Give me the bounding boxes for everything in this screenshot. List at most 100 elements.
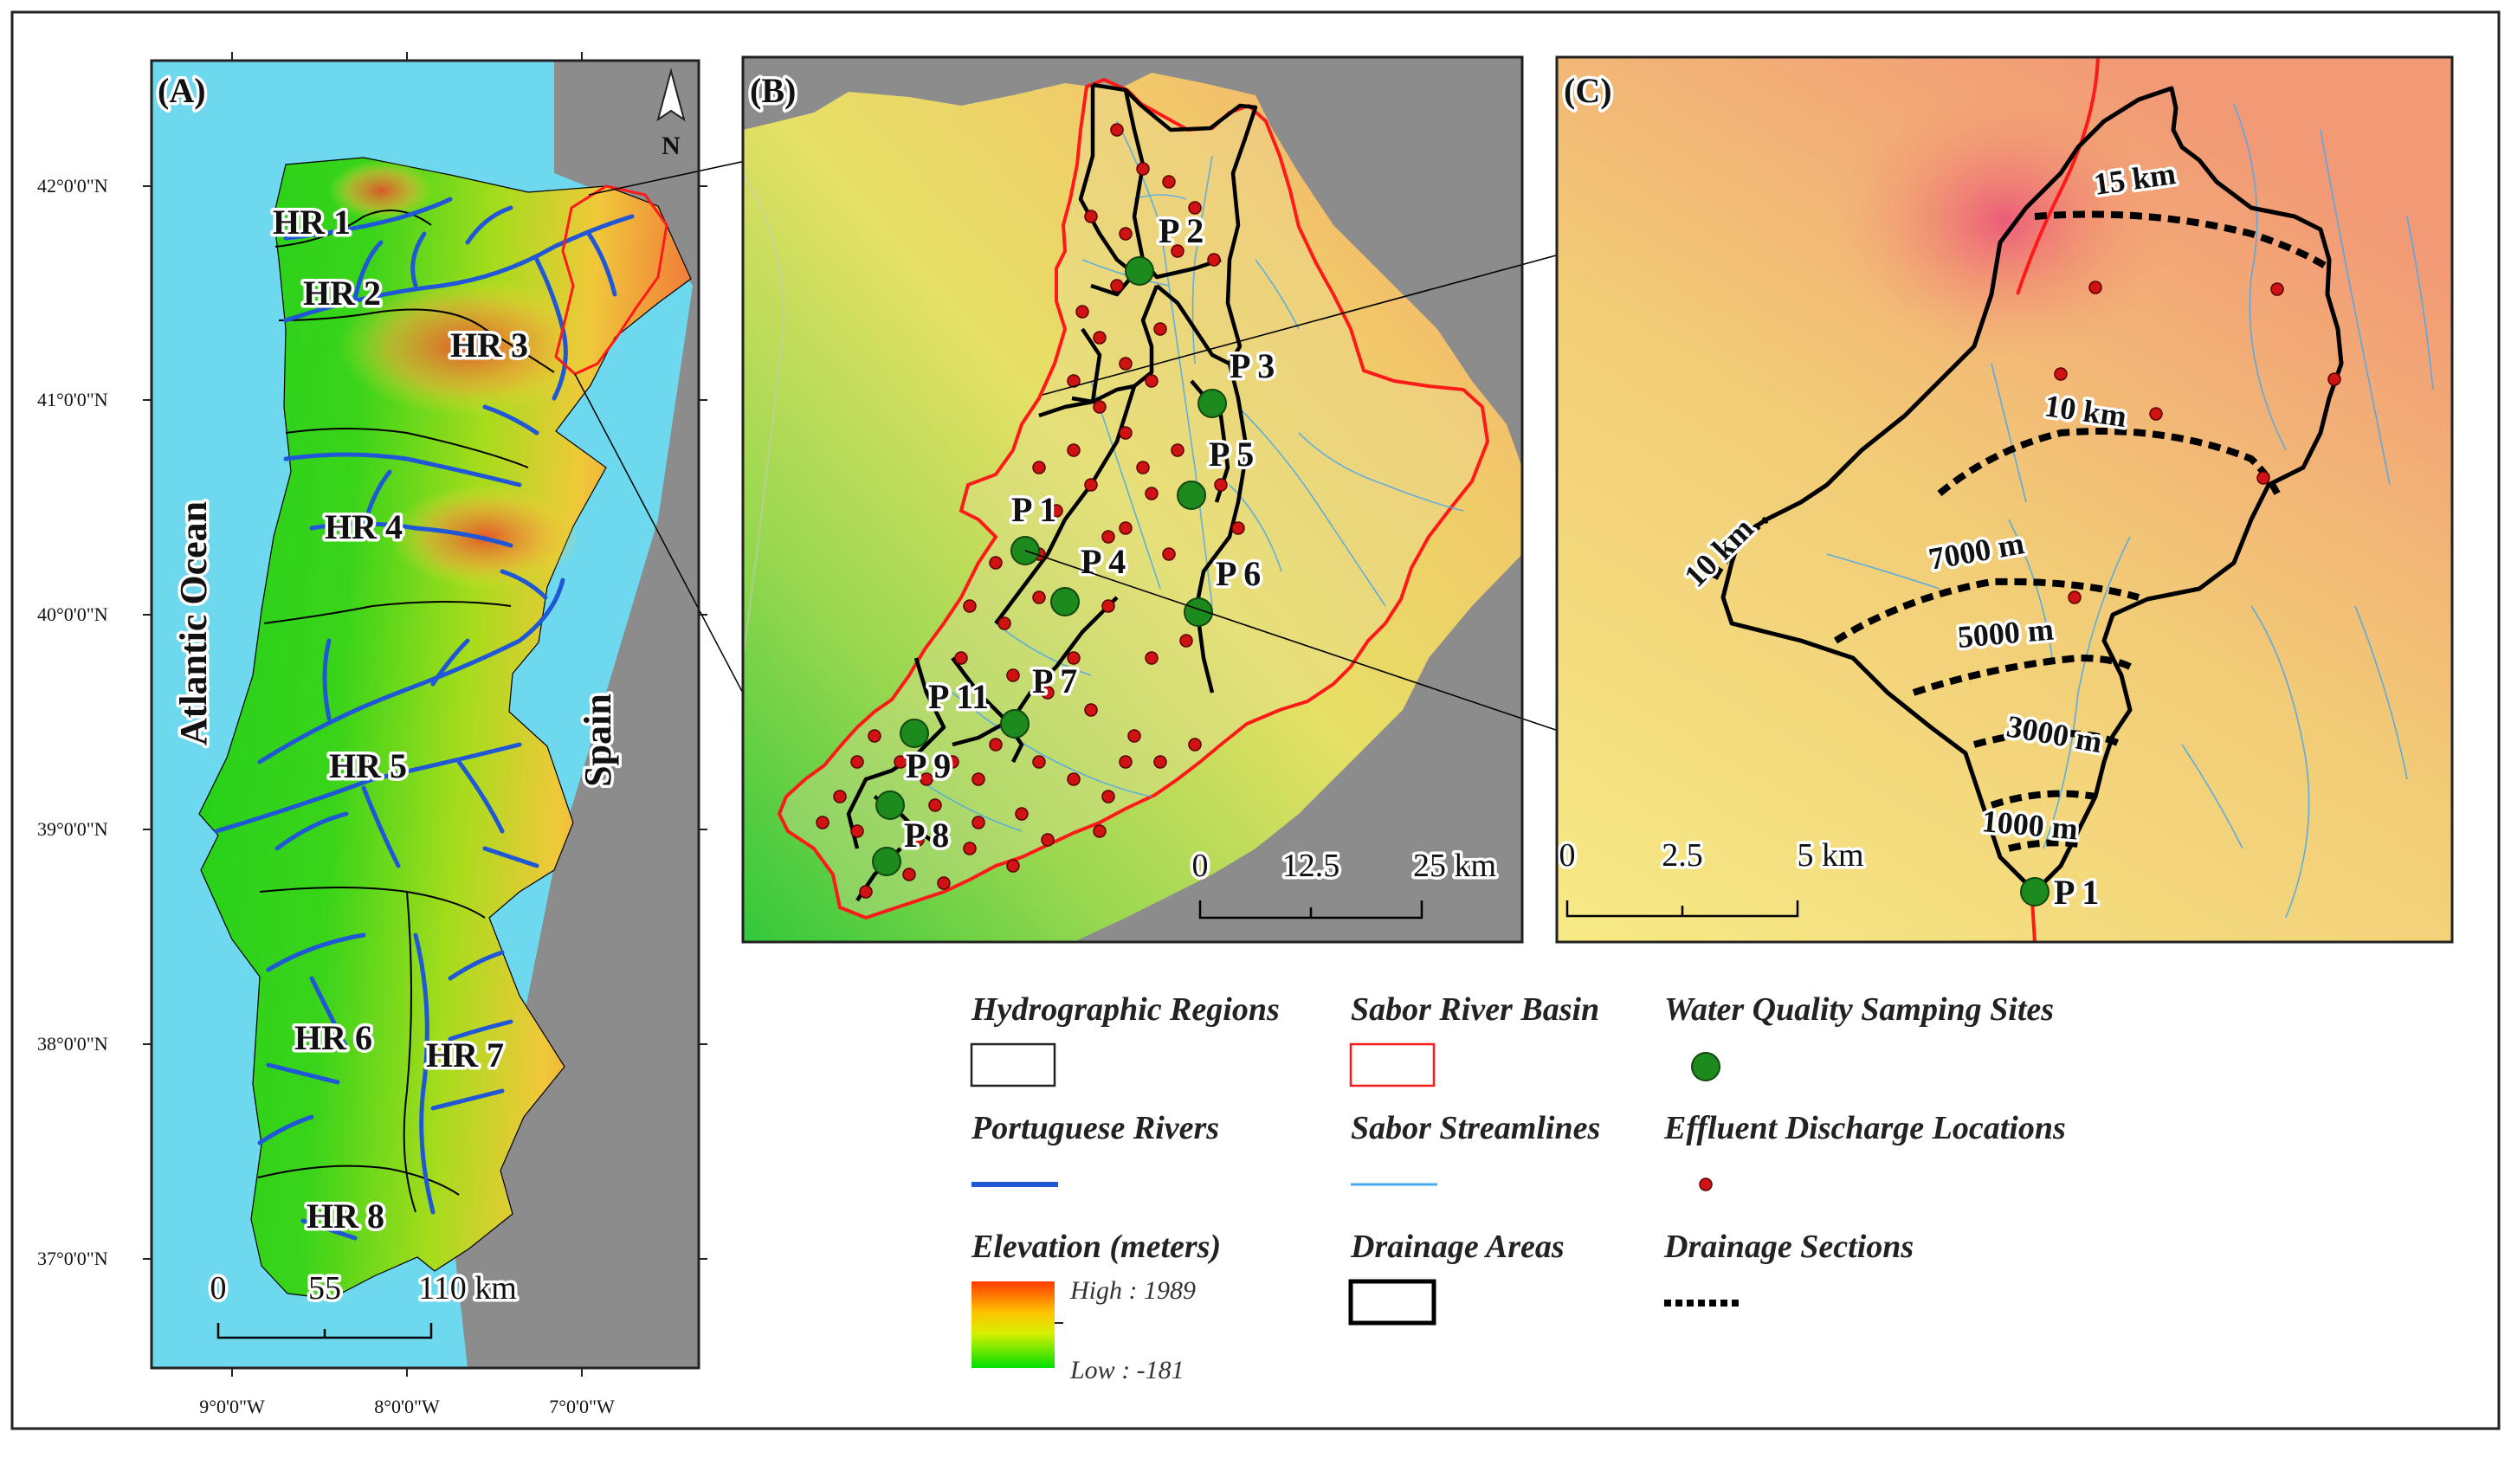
effluent-point	[850, 755, 864, 769]
legend-label-drainage-sections: Drainage Sections	[1663, 1229, 1914, 1265]
lat-label-42: 42°0'0"N	[37, 175, 108, 197]
north-arrow: N	[656, 68, 686, 160]
legend-label-sabor-streamlines: Sabor Streamlines	[1351, 1110, 1600, 1146]
effluent-point	[1119, 521, 1133, 535]
portugal-landmass	[198, 157, 692, 1300]
effluent-point	[1119, 227, 1133, 241]
site-label-p5: P 5	[1209, 435, 1254, 474]
scale-bar-b: 0 12.5 25 km	[1189, 845, 1500, 919]
lat-ticks	[143, 185, 707, 1260]
effluent-point	[1214, 478, 1228, 492]
effluent-point	[1153, 322, 1167, 336]
lon-label-7w: 7°0'0"W	[549, 1396, 615, 1417]
effluent-point	[1119, 755, 1133, 769]
effluent-point	[1171, 443, 1184, 457]
basin-border-c	[2016, 56, 2100, 295]
effluent-point	[989, 556, 1003, 570]
spain-label: Spain	[577, 694, 619, 787]
legend-swatch-elevation	[971, 1281, 1055, 1368]
effluent-point	[894, 755, 907, 769]
section-label-1000m: 1000 m	[1980, 803, 2079, 847]
lon-labels: 9°0'0"W 8°0'0"W 7°0'0"W	[199, 1396, 615, 1417]
effluent-point	[833, 790, 847, 803]
sabor-basin-b	[777, 77, 1490, 920]
effluent-point	[971, 816, 985, 829]
effluent-point	[1162, 547, 1176, 561]
effluent-point	[954, 651, 968, 665]
legend-label-effluent-locations: Effluent Discharge Locations	[1663, 1110, 2066, 1146]
scale-c-tick-2: 5 km	[1797, 837, 1863, 874]
sampling-sites-b	[872, 256, 1227, 876]
site-marker-p4	[1050, 587, 1080, 616]
effluent-point	[2054, 367, 2068, 381]
effluent-point	[920, 772, 933, 786]
effluent-point	[1084, 478, 1098, 492]
site-marker-p7	[1000, 709, 1030, 739]
effluent-point	[2149, 407, 2163, 421]
effluent-point	[997, 616, 1011, 630]
scale-b-tick-1: 12.5	[1282, 848, 1340, 884]
panel-b-label: (B)	[750, 71, 796, 110]
effluent-point	[1207, 253, 1221, 267]
site-marker-p9	[875, 790, 905, 820]
site-marker-p8	[872, 847, 901, 876]
portuguese-rivers	[214, 197, 635, 1241]
region-label-hr2: HR 2	[303, 274, 381, 313]
effluent-point	[1041, 686, 1055, 700]
region-label-hr8: HR 8	[307, 1197, 384, 1236]
site-labels-b: P 2 P 3 P 5 P 1 P 4 P 6 P 7 P 11 P 9 P 8	[901, 209, 1278, 858]
effluent-point	[1110, 279, 1124, 293]
lon-ticks	[231, 52, 583, 1377]
scale-a-tick-1: 55	[308, 1270, 341, 1307]
lat-label-39: 39°0'0"N	[37, 818, 108, 840]
effluent-point	[1162, 175, 1176, 189]
site-label-p4: P 4	[1081, 542, 1126, 581]
scale-c-tick-0: 0	[1559, 837, 1576, 874]
site-label-p7: P 7	[1032, 661, 1077, 700]
effluent-point	[1127, 729, 1141, 743]
effluent-point	[1153, 755, 1167, 769]
legend-swatch-sabor-basin	[1349, 1042, 1436, 1087]
panel-a-label: (A)	[158, 71, 206, 110]
effluent-point	[2270, 282, 2284, 296]
effluent-point	[1119, 426, 1133, 440]
scale-b-tick-2: 25 km	[1413, 848, 1496, 884]
section-label-5000m: 5000 m	[1956, 611, 2055, 655]
legend-elevation-low: Low : -181	[1069, 1356, 1184, 1384]
effluent-point	[1101, 790, 1115, 803]
region-label-hr4: HR 4	[325, 507, 403, 546]
lon-label-8w: 8°0'0"W	[374, 1396, 440, 1417]
region-label-hr1: HR 1	[273, 203, 351, 242]
drainage-sections-c	[1711, 210, 2332, 852]
effluent-point	[1032, 590, 1046, 604]
effluent-point	[2088, 281, 2102, 294]
effluent-point	[971, 772, 985, 786]
site-label-p8: P 8	[904, 816, 949, 855]
scale-bar-a: 0 55 110 km	[207, 1268, 520, 1339]
site-label-p1-c: P 1	[2054, 873, 2099, 912]
panel-c-frame	[1555, 55, 2454, 944]
legend-swatch-drainage-areas	[1348, 1279, 1436, 1326]
effluent-point	[1119, 357, 1133, 371]
panel-b: P 2 P 3 P 5 P 1 P 4 P 6 P 7 P 11 P 9 P 8…	[741, 55, 2172, 944]
site-marker-p11	[900, 719, 929, 748]
effluent-point	[1188, 201, 1202, 215]
panel-a: (A) Atlantic Ocean Spain HR 1 HR 2 HR 3 …	[37, 52, 1083, 1417]
effluent-point	[1006, 859, 1020, 873]
effluent-point	[1171, 244, 1184, 258]
region-label-hr3: HR 3	[450, 326, 528, 365]
relief-lines-b	[742, 172, 784, 659]
legend-label-sampling-sites: Water Quality Samping Sites	[1664, 991, 2054, 1028]
region-label-hr6: HR 6	[294, 1018, 372, 1057]
effluent-point	[859, 885, 873, 899]
scale-a-tick-2: 110 km	[418, 1270, 517, 1307]
lat-label-37: 37°0'0"N	[37, 1248, 108, 1269]
legend-label-elevation: Elevation (meters)	[971, 1229, 1221, 1265]
effluent-point	[1075, 305, 1089, 319]
site-marker-p3	[1197, 389, 1227, 418]
ocean-label: Atlantic Ocean	[172, 501, 215, 745]
effluent-point	[2256, 471, 2270, 485]
legend-label-sabor-basin: Sabor River Basin	[1351, 991, 1599, 1028]
basin-border-c-south	[2030, 900, 2037, 943]
effluent-point	[1136, 461, 1150, 474]
